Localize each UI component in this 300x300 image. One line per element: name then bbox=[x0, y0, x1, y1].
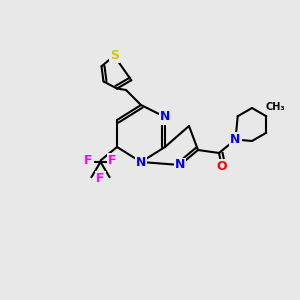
Text: N: N bbox=[136, 155, 146, 169]
Text: F: F bbox=[84, 154, 93, 167]
Text: F: F bbox=[108, 154, 117, 167]
Text: N: N bbox=[160, 110, 170, 124]
Text: N: N bbox=[175, 158, 185, 172]
Text: F: F bbox=[96, 172, 105, 185]
Text: S: S bbox=[110, 49, 118, 62]
Text: O: O bbox=[217, 160, 227, 173]
Text: N: N bbox=[230, 133, 241, 146]
Text: CH₃: CH₃ bbox=[266, 101, 285, 112]
